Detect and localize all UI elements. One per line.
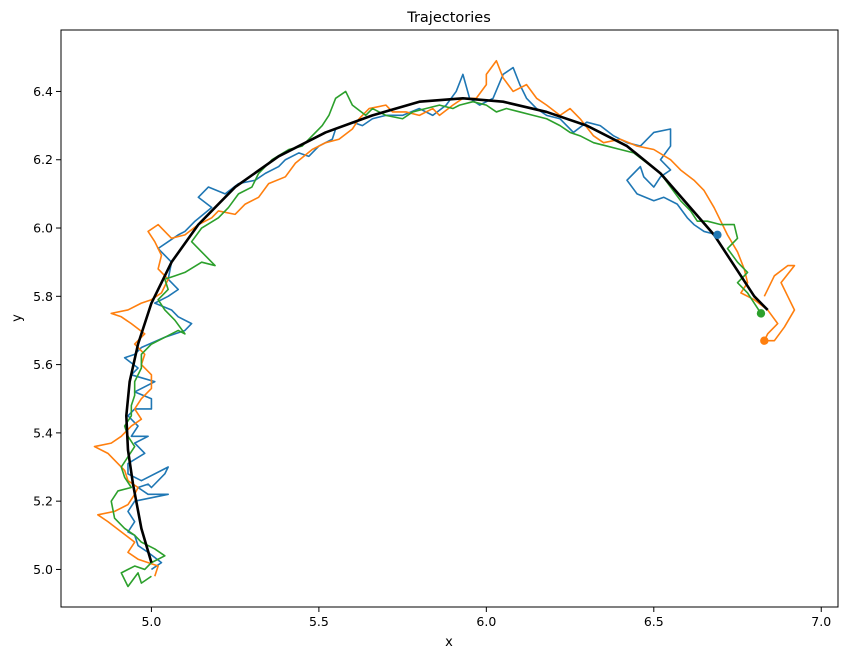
y-tick-label: 6.0 bbox=[33, 221, 53, 236]
x-tick-label: 6.5 bbox=[644, 614, 664, 629]
reference-curve bbox=[125, 96, 769, 563]
y-tick-label: 6.2 bbox=[33, 152, 53, 167]
trajectory-line-2 bbox=[93, 59, 796, 577]
y-tick-label: 5.4 bbox=[33, 425, 53, 440]
y-tick-label: 5.8 bbox=[33, 289, 53, 304]
trajectory-end-point-2 bbox=[760, 336, 769, 345]
plot-area bbox=[93, 59, 796, 588]
x-axis-ticks: 5.0 5.5 6.0 6.5 7.0 bbox=[141, 607, 831, 629]
axes-frame bbox=[60, 29, 839, 608]
y-tick-label: 5.2 bbox=[33, 494, 53, 509]
trajectory-end-point-1 bbox=[713, 230, 722, 240]
y-tick-label: 5.0 bbox=[33, 562, 53, 577]
chart-title: Trajectories bbox=[406, 10, 491, 26]
y-tick-label: 5.6 bbox=[33, 357, 53, 372]
x-tick-label: 7.0 bbox=[811, 614, 831, 629]
y-tick-label: 6.4 bbox=[33, 84, 53, 99]
x-tick-label: 6.0 bbox=[476, 614, 496, 629]
x-tick-label: 5.0 bbox=[141, 614, 161, 629]
y-axis-label: y bbox=[10, 314, 25, 322]
y-axis-ticks: 5.0 5.2 5.4 5.6 5.8 6.0 6.2 6.4 bbox=[33, 84, 61, 577]
trajectory-end-point-3 bbox=[756, 309, 766, 318]
x-axis-label: x bbox=[445, 635, 453, 650]
x-tick-label: 5.5 bbox=[309, 614, 329, 629]
